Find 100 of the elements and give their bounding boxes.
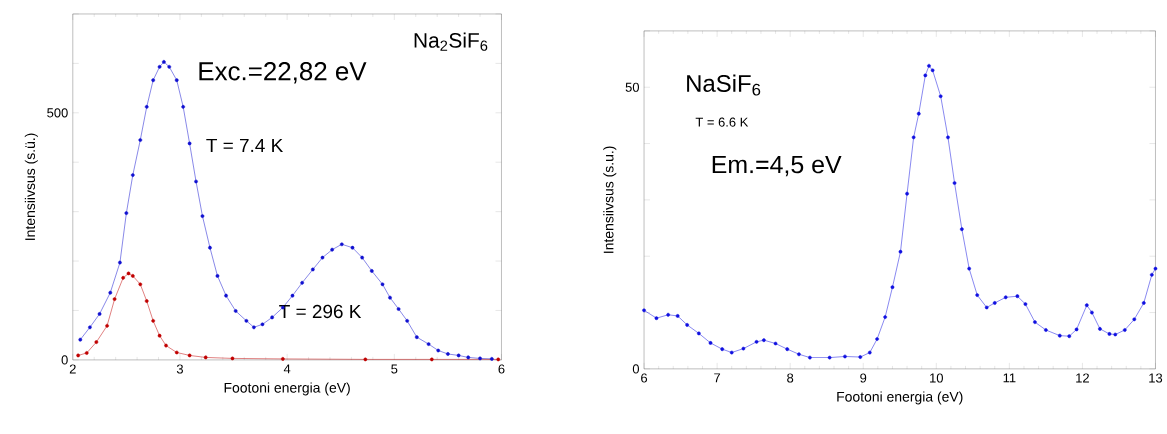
annotation: Exc.=22,82 eV: [199, 62, 367, 84]
point: [1098, 327, 1102, 331]
point: [97, 312, 102, 316]
x-tick-label: 9: [860, 373, 867, 383]
point: [157, 65, 162, 69]
point: [916, 112, 921, 116]
point: [138, 282, 143, 287]
point: [360, 255, 364, 260]
point: [84, 351, 89, 355]
point: [827, 355, 832, 360]
x-axis-title: Footoni energia (eV): [224, 382, 350, 396]
point: [1090, 310, 1094, 315]
point: [157, 333, 162, 338]
point: [380, 282, 385, 287]
x-tick-label: 4: [283, 364, 291, 374]
point: [930, 68, 935, 73]
point: [446, 352, 450, 356]
point: [685, 323, 689, 327]
point: [121, 276, 125, 280]
point: [164, 343, 168, 348]
point: [330, 248, 334, 252]
y-axis-title: Intensiivsus (s.ü.): [24, 133, 38, 241]
point: [1015, 294, 1020, 299]
x-tick-label: 10: [930, 373, 943, 383]
point: [339, 242, 344, 247]
point: [144, 105, 149, 109]
point: [94, 340, 99, 345]
point: [1074, 327, 1079, 332]
point: [300, 281, 304, 285]
point: [88, 325, 92, 330]
point: [960, 227, 964, 232]
point: [151, 78, 156, 83]
point: [290, 293, 295, 298]
point: [720, 347, 725, 352]
point: [1044, 328, 1048, 332]
point: [414, 335, 419, 340]
point: [203, 355, 208, 360]
point: [350, 246, 355, 250]
point: [118, 260, 122, 265]
point: [456, 353, 461, 358]
point: [1033, 320, 1037, 325]
point: [797, 352, 801, 357]
point: [436, 348, 441, 353]
point: [1141, 301, 1146, 305]
point: [144, 299, 149, 304]
x-tick-label: 6: [498, 364, 505, 374]
point: [1149, 273, 1154, 277]
point: [773, 341, 778, 346]
point: [429, 357, 434, 362]
point: [252, 325, 256, 330]
point: [952, 181, 957, 185]
point: [785, 347, 790, 352]
point: [938, 94, 943, 99]
point: [708, 341, 713, 345]
point: [843, 354, 847, 359]
point: [233, 309, 238, 313]
point: [396, 307, 401, 311]
point: [1084, 303, 1089, 308]
x-tick-label: 12: [1076, 373, 1089, 383]
x-tick-label: 5: [391, 364, 398, 374]
point: [496, 357, 501, 362]
point: [200, 214, 205, 219]
point: [130, 274, 135, 278]
point: [174, 350, 179, 355]
point: [426, 342, 431, 347]
point: [992, 301, 997, 305]
x-tick-label: 6: [641, 373, 648, 383]
point: [1122, 328, 1127, 332]
y-tick-label: 500: [47, 108, 68, 118]
point: [194, 179, 198, 184]
point: [108, 291, 113, 295]
point: [281, 357, 285, 361]
point: [181, 105, 186, 109]
point: [1132, 317, 1137, 322]
point: [489, 357, 494, 361]
point: [1067, 334, 1072, 339]
point: [1003, 295, 1008, 300]
annotation: T = 7.4 K: [206, 139, 284, 153]
point: [642, 308, 646, 313]
point: [478, 356, 482, 361]
point: [215, 274, 220, 278]
x-tick-label: 2: [69, 364, 76, 374]
point: [76, 353, 80, 358]
x-axis-title: Footoni energia (eV): [837, 391, 963, 405]
point: [187, 141, 192, 146]
point: [984, 305, 989, 310]
point: [130, 173, 135, 178]
point: [975, 293, 980, 298]
y-tick-label: 0: [632, 364, 640, 374]
point: [187, 353, 192, 358]
annotation: NaSiF$_{6}$: [687, 74, 761, 96]
point: [224, 293, 228, 298]
point: [244, 319, 249, 323]
point: [741, 346, 746, 351]
point: [126, 271, 131, 276]
point: [1153, 266, 1158, 271]
annotation: T = 296 K: [279, 304, 362, 319]
x-tick-label: 8: [787, 373, 794, 383]
point: [696, 331, 701, 336]
point: [754, 340, 759, 344]
